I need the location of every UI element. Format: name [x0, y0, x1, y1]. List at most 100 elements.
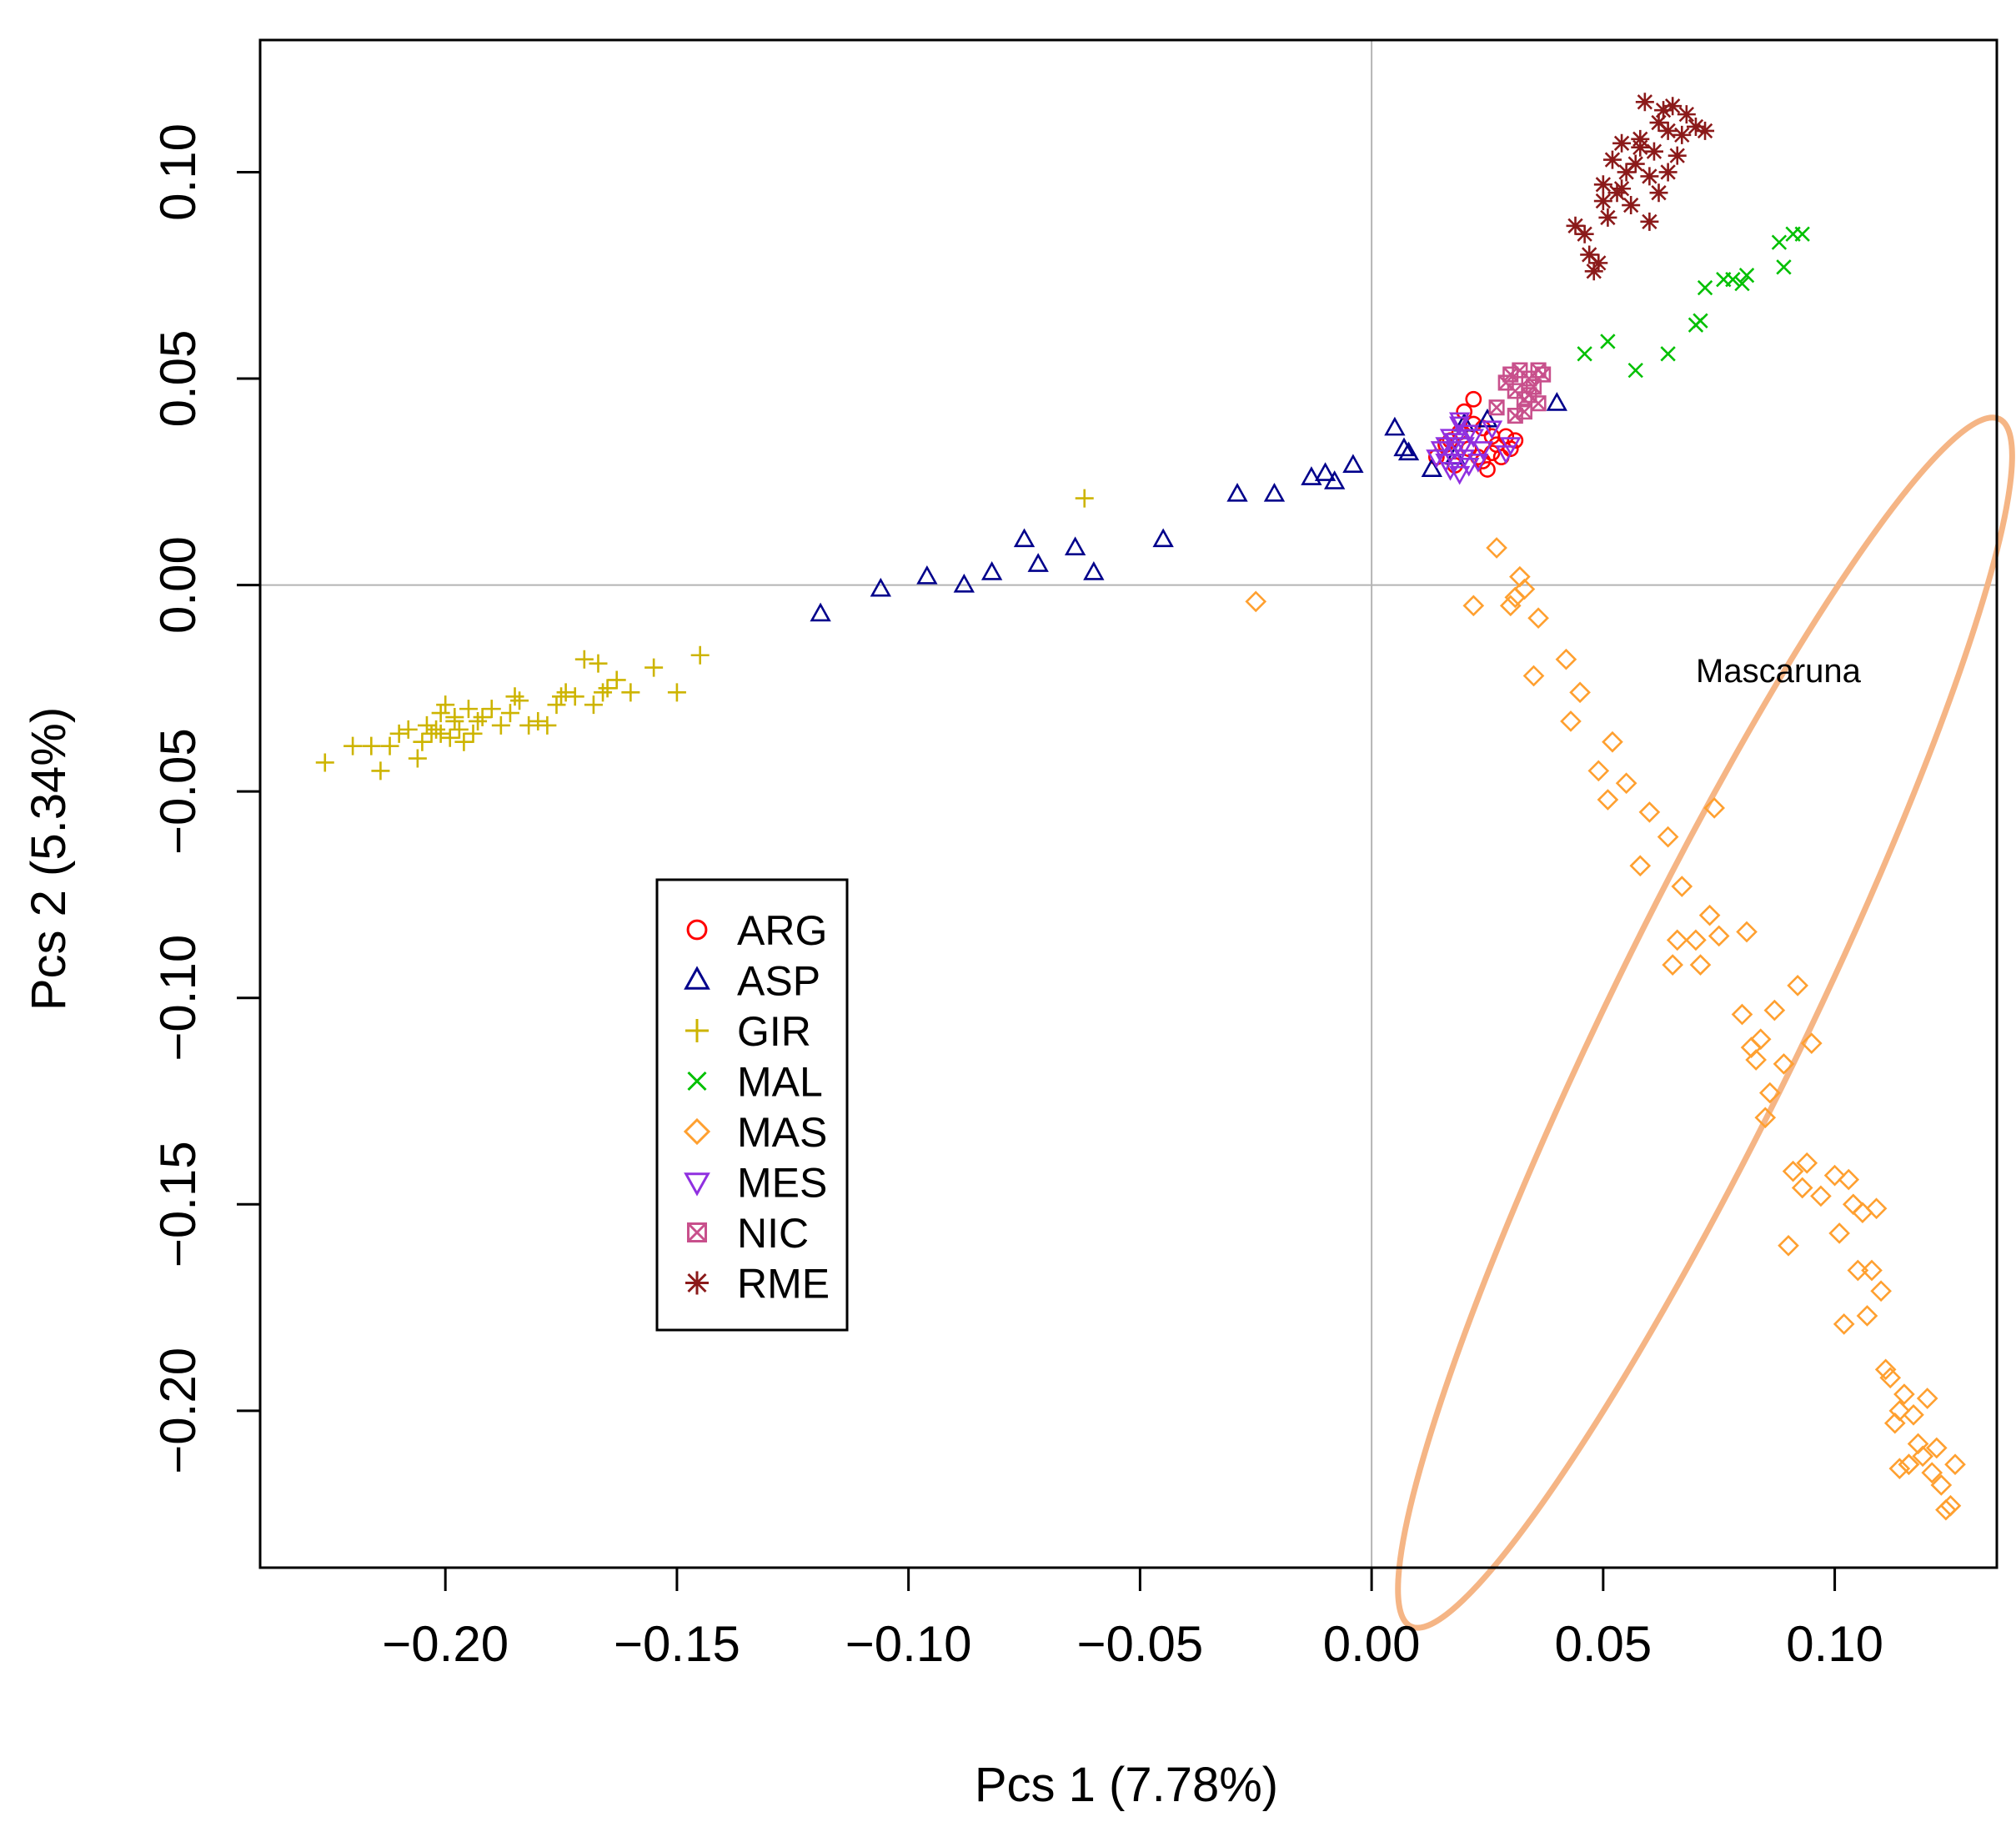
point-nic: [1521, 387, 1537, 404]
point-gir: [482, 700, 501, 719]
point-asp: [980, 561, 1003, 580]
point-rme: [1663, 97, 1683, 116]
point-asp: [870, 577, 891, 597]
point-gir: [464, 724, 483, 743]
point-rme: [1649, 113, 1668, 133]
point-rme: [1566, 216, 1585, 235]
point-mas: [1527, 607, 1549, 630]
y-axis-title: Pcs 2 (5.34%): [22, 707, 76, 1011]
x-axis-title: Pcs 1 (7.78%): [975, 1758, 1278, 1812]
point-gir: [449, 720, 469, 739]
point-mas: [1773, 1053, 1795, 1075]
point-mas: [1597, 789, 1619, 811]
point-gir: [505, 687, 524, 706]
legend-label-mes: MES: [737, 1160, 827, 1207]
point-gir: [519, 715, 539, 735]
point-mas: [1778, 1234, 1799, 1257]
point-mes: [1462, 429, 1484, 448]
point-asp: [1083, 561, 1105, 580]
point-mes: [1448, 412, 1471, 432]
point-rme: [1672, 125, 1692, 144]
point-rme: [1696, 121, 1715, 140]
point-mas: [1708, 925, 1730, 947]
point-rme: [1631, 138, 1650, 157]
point-gir: [408, 749, 427, 768]
point-mas: [1513, 578, 1536, 600]
point-gir: [380, 736, 399, 755]
point-gir: [413, 732, 432, 751]
point-rme: [1677, 105, 1696, 124]
point-rme: [1580, 245, 1599, 264]
x-tick-label: 0.00: [1323, 1616, 1421, 1672]
point-mes: [1444, 433, 1466, 452]
point-gir: [529, 711, 548, 730]
point-rme: [1593, 175, 1612, 194]
point-mas: [1939, 1494, 1962, 1517]
point-gir: [473, 708, 492, 727]
series-gir: [315, 489, 1094, 780]
point-mes: [1481, 420, 1503, 440]
point-rme: [1667, 146, 1687, 165]
point-rme: [1584, 262, 1603, 281]
point-mas: [1833, 1313, 1855, 1335]
point-mas: [1522, 665, 1545, 687]
point-mas: [1921, 1462, 1943, 1483]
point-mas: [1903, 1403, 1924, 1426]
point-mas: [1810, 1185, 1832, 1207]
point-asp: [1324, 470, 1346, 489]
point-asp: [1384, 416, 1406, 436]
y-tick-label: 0.10: [150, 123, 206, 221]
point-mas: [1796, 1152, 1818, 1174]
point-mas: [1912, 1445, 1933, 1468]
legend-marker-rme: [685, 1271, 709, 1295]
point-mas: [1736, 921, 1758, 943]
point-mas: [1838, 1168, 1860, 1191]
point-rme: [1686, 117, 1705, 136]
legend-label-asp: ASP: [737, 958, 820, 1005]
point-mas: [1666, 929, 1688, 951]
point-gir: [589, 654, 608, 673]
y-tick-label: −0.20: [150, 1348, 206, 1474]
point-asp: [1393, 437, 1415, 457]
point-mas: [1791, 1177, 1813, 1199]
point-mes: [1453, 437, 1475, 456]
point-mas: [1787, 975, 1808, 996]
point-mas: [1828, 1222, 1850, 1244]
point-mas: [1555, 648, 1577, 670]
legend-label-mas: MAS: [737, 1109, 827, 1156]
point-mas: [1856, 1305, 1878, 1327]
point-mal: [1577, 346, 1592, 362]
y-axis: 0.10 0.05 0.00 −0.05 −0.10 −0.15 −0.20: [150, 123, 260, 1474]
point-mas: [1800, 1032, 1823, 1055]
legend-marker-mal: [687, 1071, 707, 1092]
point-gir: [417, 715, 436, 735]
legend-marker-arg: [686, 919, 708, 941]
point-mal: [1660, 346, 1676, 362]
point-asp: [1027, 553, 1049, 572]
point-gir: [431, 704, 450, 723]
point-asp: [1397, 441, 1420, 461]
point-mas: [1925, 1437, 1948, 1459]
point-mas: [1874, 1358, 1897, 1381]
point-gir: [607, 670, 626, 690]
point-mas: [1888, 1400, 1911, 1422]
point-gir: [427, 720, 446, 739]
reference-lines: [260, 40, 1997, 1568]
point-rme: [1612, 133, 1632, 153]
point-mas: [1499, 595, 1522, 617]
point-mas: [1662, 954, 1684, 976]
point-rme: [1622, 196, 1641, 215]
point-mes: [1444, 454, 1466, 473]
point-gir: [436, 695, 455, 715]
point-gir: [556, 683, 575, 702]
point-gir: [690, 645, 710, 665]
point-rme: [1602, 150, 1622, 169]
point-mas: [1685, 929, 1707, 951]
point-mas: [1879, 1367, 1902, 1389]
legend-marker-mas: [683, 1117, 711, 1146]
point-mal: [1734, 275, 1750, 292]
point-mal: [1693, 313, 1708, 329]
point-arg: [1465, 390, 1482, 408]
y-tick-label: −0.05: [150, 728, 206, 855]
